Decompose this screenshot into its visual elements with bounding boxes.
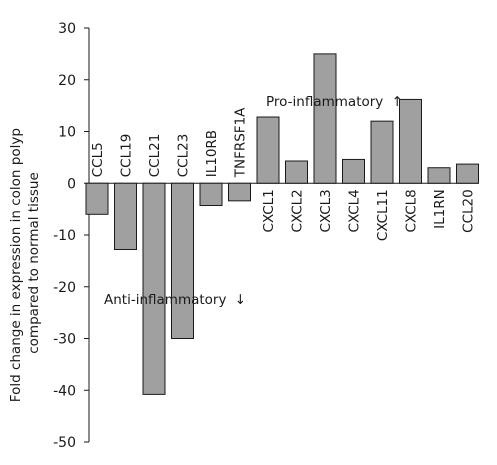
- bar-cxcl11: [370, 120, 394, 184]
- anti-inflammatory-annotation: Anti-inflammatory ↓: [104, 292, 246, 308]
- y-tick-label: -30: [53, 332, 76, 348]
- y-tick-label: -10: [53, 228, 76, 244]
- category-label: TNFRSF1A: [233, 107, 249, 178]
- bar-il1rn: [427, 167, 451, 184]
- bar-ccl5: [85, 182, 109, 215]
- bar-ccl23: [171, 182, 194, 339]
- category-label: CXCL11: [375, 189, 391, 241]
- y-tick-label: -50: [53, 435, 76, 451]
- y-axis-label-line-1: Fold change in expression in colon polyp: [8, 128, 24, 402]
- bar-cxcl1: [256, 116, 280, 184]
- y-tick-label: -40: [53, 383, 76, 399]
- bar-ccl21: [142, 182, 166, 395]
- y-axis-label: Fold change in expression in colon polyp…: [8, 124, 42, 402]
- category-label: IL1RN: [432, 189, 448, 229]
- category-label: CCL23: [176, 134, 192, 178]
- up-arrow-icon: ↑: [392, 94, 403, 110]
- bar-il10rb: [199, 182, 223, 207]
- category-label-layer: CCL5 CCL19 CCL21 CCL23 IL10RB TNFRSF1A CXCL1 CX…: [90, 107, 477, 241]
- category-label: CXCL2: [290, 189, 306, 232]
- y-axis-label-line-2: compared to normal tissue: [26, 172, 42, 354]
- y-tick-label: 0: [67, 176, 76, 192]
- bar-ccl19: [114, 182, 137, 250]
- y-tick-label: 20: [58, 73, 76, 89]
- pro-inflammatory-annotation: Pro-inflammatory ↑: [266, 94, 403, 110]
- category-label: CXCL3: [318, 189, 334, 232]
- category-label: CCL19: [119, 134, 135, 178]
- bar-layer: [85, 53, 479, 395]
- category-label: CCL20: [461, 189, 477, 233]
- bar-cxcl3: [313, 53, 337, 184]
- category-label: CXCL8: [404, 189, 420, 232]
- category-label: CCL21: [147, 134, 163, 178]
- bar-cxcl8: [399, 98, 422, 184]
- bar-ccl20: [456, 163, 479, 184]
- annotation-layer: Pro-inflammatory ↑ Anti-inflammatory ↓: [104, 94, 403, 308]
- category-label: CXCL4: [347, 189, 363, 232]
- bar-cxcl2: [285, 160, 308, 184]
- y-tick-label: 30: [58, 21, 76, 37]
- category-label: CCL5: [90, 142, 106, 177]
- pro-inflammatory-text: Pro-inflammatory: [266, 94, 383, 110]
- bar-tnfrsf1a: [228, 182, 251, 202]
- y-tick-label: 10: [58, 125, 76, 141]
- category-label: CXCL1: [261, 189, 277, 232]
- down-arrow-icon: ↓: [235, 292, 246, 308]
- bar-cxcl4: [342, 158, 365, 184]
- category-label: IL10RB: [204, 130, 220, 177]
- anti-inflammatory-text: Anti-inflammatory: [104, 292, 226, 308]
- y-tick-label: -20: [53, 280, 76, 296]
